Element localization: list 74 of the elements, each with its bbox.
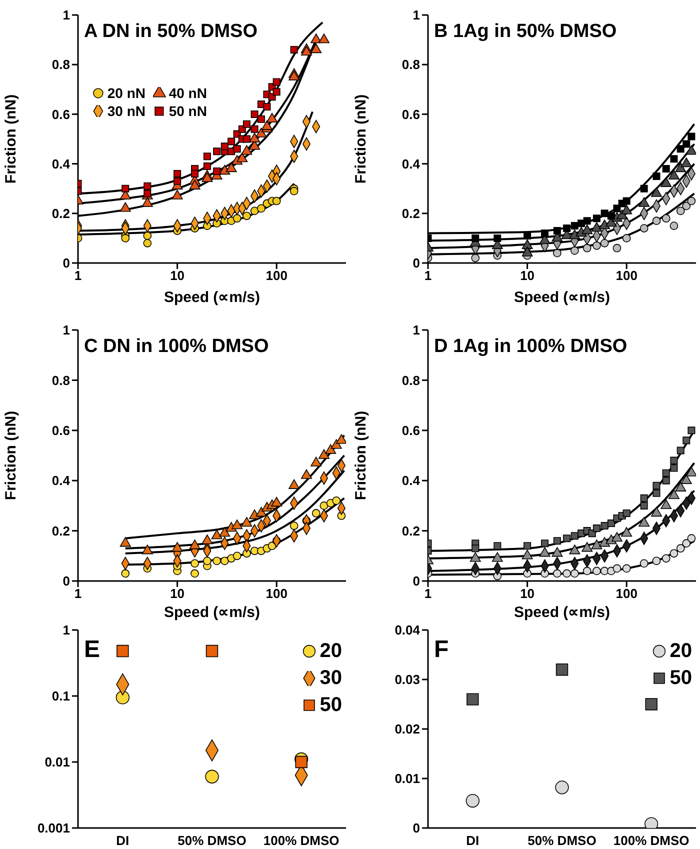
y-tick-label: 1 bbox=[62, 622, 70, 638]
y-tick-label: 1 bbox=[412, 322, 420, 338]
y-tick-label: 0.1 bbox=[52, 688, 70, 704]
legend-label: 50 nN bbox=[168, 103, 207, 119]
y-tick-label: 1 bbox=[62, 8, 70, 23]
y-tick-label: 0 bbox=[62, 256, 70, 271]
y-tick-label: 0.03 bbox=[394, 672, 420, 688]
y-tick-label: 0.04 bbox=[394, 622, 421, 638]
x-tick-label: 10 bbox=[520, 268, 535, 284]
x-tick-label: 100 bbox=[616, 586, 638, 602]
x-tick-label: 100% DMSO bbox=[263, 833, 340, 848]
chart-title: E bbox=[84, 636, 100, 664]
y-tick-label: 0.8 bbox=[402, 372, 420, 388]
legend-label: 40 nN bbox=[168, 85, 207, 101]
y-tick-label: 0 bbox=[412, 820, 420, 836]
x-tick-label: 10 bbox=[170, 268, 185, 284]
y-tick-label: 0.6 bbox=[52, 423, 70, 438]
x-axis-title: Speed (∝m/s) bbox=[514, 289, 610, 306]
y-tick-label: 1 bbox=[62, 322, 70, 338]
chart-title: D 1Ag in 100% DMSO bbox=[434, 336, 628, 358]
y-axis-title: Friction (nN) bbox=[352, 410, 370, 500]
x-axis-title: Speed (∝m/s) bbox=[164, 289, 260, 306]
x-axis-title: Speed (∝m/s) bbox=[514, 604, 610, 621]
legend-label: 50 bbox=[670, 667, 692, 690]
x-tick-label: 100 bbox=[616, 268, 638, 284]
y-tick-label: 0.6 bbox=[402, 106, 420, 122]
y-tick-label: 0.4 bbox=[402, 156, 421, 172]
chart-title: B 1Ag in 50% DMSO bbox=[434, 21, 617, 43]
chart-title: A DN in 50% DMSO bbox=[84, 21, 258, 43]
y-tick-label: 0.4 bbox=[402, 473, 421, 488]
y-tick-label: 0.2 bbox=[52, 206, 70, 222]
y-axis-title: Friction (nN) bbox=[2, 94, 20, 184]
y-tick-label: 0.01 bbox=[44, 754, 70, 770]
x-tick-label: 1 bbox=[74, 268, 82, 284]
y-tick-label: 0.6 bbox=[52, 106, 70, 122]
legend-label: 50 bbox=[320, 694, 342, 717]
y-tick-label: 0.8 bbox=[52, 57, 70, 72]
x-tick-label: 100 bbox=[266, 268, 288, 284]
y-tick-label: 0.8 bbox=[52, 372, 70, 388]
legend-label: 20 bbox=[670, 640, 692, 663]
y-tick-label: 0.2 bbox=[52, 523, 70, 538]
x-tick-label: 10 bbox=[520, 586, 535, 602]
y-tick-label: 0.2 bbox=[402, 206, 420, 222]
legend-label: 20 bbox=[320, 640, 342, 663]
y-axis-title: Friction (nN) bbox=[352, 94, 370, 184]
y-tick-label: 0 bbox=[62, 574, 70, 589]
y-tick-label: 0.4 bbox=[52, 156, 71, 172]
x-tick-label: 1 bbox=[74, 586, 82, 602]
y-tick-label: 0.8 bbox=[402, 57, 420, 72]
x-tick-label: DI bbox=[116, 833, 130, 848]
x-tick-label: 10 bbox=[170, 586, 185, 602]
chart-title: C DN in 100% DMSO bbox=[84, 336, 269, 358]
y-tick-label: 0.6 bbox=[402, 423, 420, 438]
legend-label: 20 nN bbox=[107, 85, 146, 101]
y-tick-label: 1 bbox=[412, 8, 420, 23]
x-tick-label: 1 bbox=[424, 586, 432, 602]
x-tick-label: 1 bbox=[424, 268, 432, 284]
x-axis-title: Speed (∝m/s) bbox=[164, 604, 260, 621]
legend-label: 30 nN bbox=[107, 103, 146, 119]
x-tick-label: 50% DMSO bbox=[528, 833, 596, 848]
y-tick-label: 0 bbox=[412, 256, 420, 271]
x-tick-label: DI bbox=[466, 833, 480, 848]
x-tick-label: 100 bbox=[266, 586, 288, 602]
y-tick-label: 0.02 bbox=[394, 722, 420, 737]
x-tick-label: 100% DMSO bbox=[613, 833, 690, 848]
y-tick-label: 0.2 bbox=[402, 523, 420, 538]
y-tick-label: 0.01 bbox=[394, 771, 420, 786]
y-tick-label: 0 bbox=[412, 574, 420, 589]
y-tick-label: 0.001 bbox=[37, 820, 70, 836]
x-tick-label: 50% DMSO bbox=[178, 833, 246, 848]
legend-label: 30 bbox=[320, 667, 342, 690]
y-tick-label: 0.4 bbox=[52, 473, 71, 488]
y-axis-title: Friction (nN) bbox=[2, 410, 20, 500]
chart-title: F bbox=[434, 636, 449, 664]
